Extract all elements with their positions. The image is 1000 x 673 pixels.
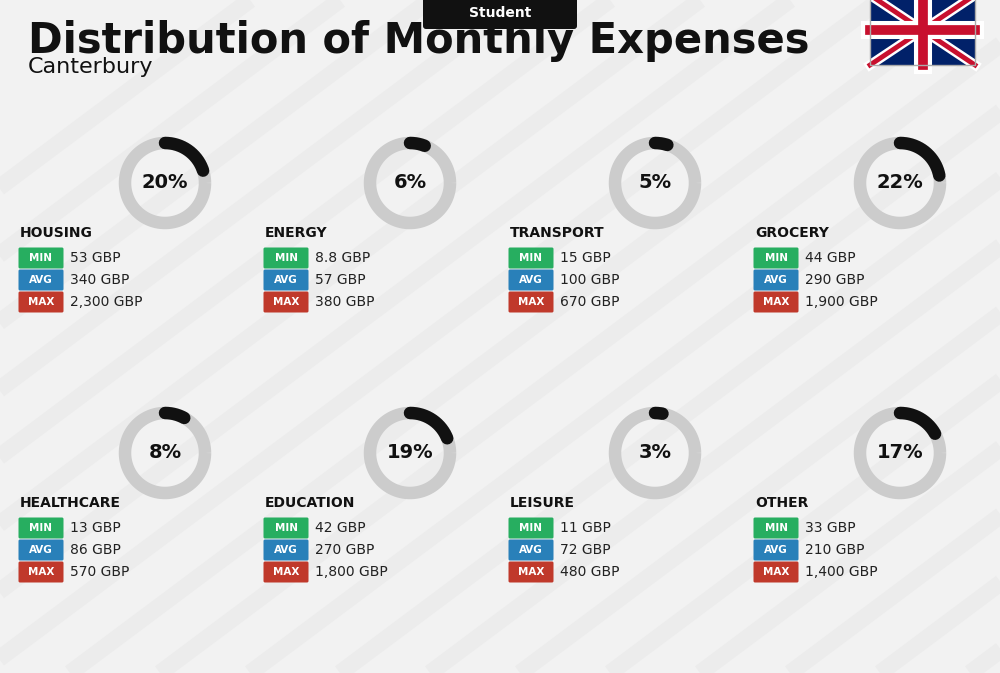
Text: LEISURE: LEISURE [510,496,575,510]
Text: GROCERY: GROCERY [755,226,829,240]
Text: MIN: MIN [274,253,298,263]
Text: 44 GBP: 44 GBP [805,251,856,265]
Text: MIN: MIN [765,523,788,533]
FancyBboxPatch shape [509,248,554,269]
Text: 1,900 GBP: 1,900 GBP [805,295,878,309]
Text: HOUSING: HOUSING [20,226,93,240]
Bar [870,0,975,65]
Text: AVG: AVG [274,545,298,555]
Text: 3%: 3% [639,444,672,462]
Text: 86 GBP: 86 GBP [70,543,121,557]
Text: 100 GBP: 100 GBP [560,273,620,287]
FancyBboxPatch shape [18,248,64,269]
Text: 1,800 GBP: 1,800 GBP [315,565,388,579]
Text: MIN: MIN [30,523,52,533]
FancyBboxPatch shape [264,518,308,538]
Text: 290 GBP: 290 GBP [805,273,864,287]
FancyBboxPatch shape [18,269,64,291]
Text: 670 GBP: 670 GBP [560,295,620,309]
Text: 57 GBP: 57 GBP [315,273,366,287]
FancyBboxPatch shape [754,561,798,583]
Text: 19%: 19% [387,444,433,462]
FancyBboxPatch shape [754,248,798,269]
Text: 380 GBP: 380 GBP [315,295,374,309]
FancyBboxPatch shape [264,540,308,561]
FancyBboxPatch shape [18,291,64,312]
Text: MIN: MIN [30,253,52,263]
Text: MIN: MIN [520,253,542,263]
Text: MAX: MAX [273,297,299,307]
Text: MAX: MAX [28,297,54,307]
FancyBboxPatch shape [18,518,64,538]
Text: 270 GBP: 270 GBP [315,543,374,557]
Text: Student: Student [469,6,531,20]
Text: 340 GBP: 340 GBP [70,273,129,287]
FancyBboxPatch shape [18,540,64,561]
Text: 33 GBP: 33 GBP [805,521,856,535]
FancyBboxPatch shape [754,269,798,291]
FancyBboxPatch shape [264,269,308,291]
Text: MAX: MAX [518,567,544,577]
FancyBboxPatch shape [264,248,308,269]
FancyBboxPatch shape [18,561,64,583]
Text: MIN: MIN [520,523,542,533]
Text: 15 GBP: 15 GBP [560,251,611,265]
Text: 2,300 GBP: 2,300 GBP [70,295,143,309]
Text: 72 GBP: 72 GBP [560,543,611,557]
Text: MIN: MIN [274,523,298,533]
Text: 20%: 20% [142,174,188,192]
FancyBboxPatch shape [754,291,798,312]
Text: MAX: MAX [518,297,544,307]
FancyBboxPatch shape [509,291,554,312]
FancyBboxPatch shape [509,269,554,291]
FancyBboxPatch shape [509,561,554,583]
Text: 570 GBP: 570 GBP [70,565,129,579]
Text: 5%: 5% [638,174,672,192]
FancyBboxPatch shape [264,561,308,583]
Text: ENERGY: ENERGY [265,226,328,240]
FancyBboxPatch shape [509,540,554,561]
Text: EDUCATION: EDUCATION [265,496,355,510]
FancyBboxPatch shape [754,518,798,538]
Text: Canterbury: Canterbury [28,57,154,77]
FancyBboxPatch shape [754,540,798,561]
Text: 480 GBP: 480 GBP [560,565,620,579]
Text: HEALTHCARE: HEALTHCARE [20,496,121,510]
Text: AVG: AVG [764,545,788,555]
Text: AVG: AVG [274,275,298,285]
Text: 11 GBP: 11 GBP [560,521,611,535]
FancyBboxPatch shape [264,291,308,312]
Text: OTHER: OTHER [755,496,808,510]
Text: TRANSPORT: TRANSPORT [510,226,605,240]
Text: AVG: AVG [29,275,53,285]
Text: AVG: AVG [764,275,788,285]
Text: MAX: MAX [763,297,789,307]
Text: 53 GBP: 53 GBP [70,251,121,265]
Text: MAX: MAX [763,567,789,577]
Text: 8%: 8% [148,444,182,462]
Text: AVG: AVG [519,545,543,555]
Text: 22%: 22% [877,174,923,192]
Text: Distribution of Monthly Expenses: Distribution of Monthly Expenses [28,20,810,62]
Text: 6%: 6% [393,174,427,192]
Text: 13 GBP: 13 GBP [70,521,121,535]
FancyBboxPatch shape [423,0,577,29]
FancyBboxPatch shape [509,518,554,538]
Text: AVG: AVG [519,275,543,285]
Text: 1,400 GBP: 1,400 GBP [805,565,878,579]
Text: 8.8 GBP: 8.8 GBP [315,251,370,265]
Text: 210 GBP: 210 GBP [805,543,864,557]
Text: 17%: 17% [877,444,923,462]
Bar [870,0,975,65]
Text: 42 GBP: 42 GBP [315,521,366,535]
Text: MIN: MIN [765,253,788,263]
Text: AVG: AVG [29,545,53,555]
Text: MAX: MAX [28,567,54,577]
Text: MAX: MAX [273,567,299,577]
